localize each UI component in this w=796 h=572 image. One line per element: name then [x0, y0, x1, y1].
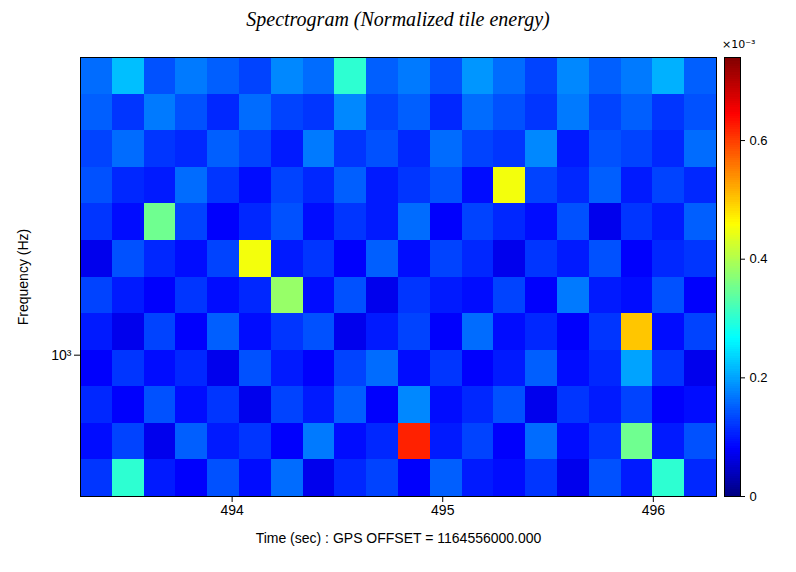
svg-text:Time (sec) : GPS OFFSET = 1164: Time (sec) : GPS OFFSET = 1164556000.000 — [256, 530, 542, 546]
svg-text:10³: 10³ — [51, 347, 72, 363]
svg-text:0: 0 — [750, 489, 757, 504]
svg-text:0.4: 0.4 — [750, 251, 768, 266]
svg-text:Frequency (Hz): Frequency (Hz) — [15, 229, 31, 325]
svg-text:0.6: 0.6 — [750, 133, 768, 148]
svg-text:495: 495 — [431, 502, 455, 518]
html-text:×10⁻³: ×10⁻³ — [722, 38, 756, 51]
svg-text:0.2: 0.2 — [750, 370, 768, 385]
svg-text:496: 496 — [642, 502, 666, 518]
html-text:Spectrogram (Normalized tile e: Spectrogram (Normalized tile energy) — [246, 8, 550, 30]
svg-text:494: 494 — [220, 502, 244, 518]
